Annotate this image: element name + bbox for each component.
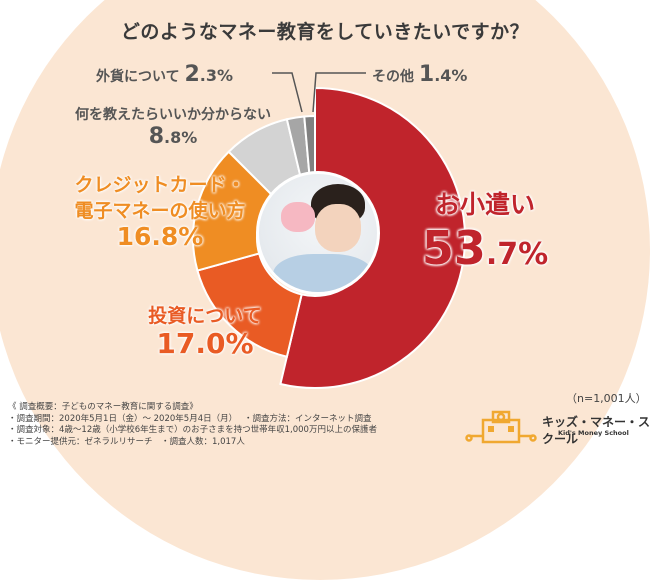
- chart-title: どのようなマネー教育をしていきたいですか？: [120, 21, 530, 43]
- photo-shirt: [273, 254, 373, 292]
- label-gaika: 外貨について 2.3%: [96, 62, 234, 87]
- school-building-icon: [465, 410, 537, 444]
- label-allowance: お小遣い 53.7%: [421, 190, 549, 275]
- center-photo: [256, 171, 380, 295]
- label-invest: 投資について 17.0%: [148, 305, 262, 360]
- label-credit: クレジットカード・ 電子マネーの使い方 16.8%: [74, 174, 246, 251]
- logo-name: キッズ・マネー・スクール: [542, 415, 650, 446]
- label-other: その他 1.4%: [372, 62, 468, 87]
- piggy-bank-icon: [281, 202, 315, 232]
- label-unknown: 何を教えたらいいか分からない 8.8%: [75, 107, 271, 149]
- sample-size: （n=1,001人）: [566, 392, 647, 405]
- photo-face: [315, 204, 361, 252]
- leader-lines: [272, 72, 366, 113]
- survey-notes: 《 調査概要：子どものマネー教育に関する調査》 ・調査期間：2020年5月1日（…: [8, 402, 377, 447]
- logo-subtitle: Kid's Money School: [558, 429, 629, 437]
